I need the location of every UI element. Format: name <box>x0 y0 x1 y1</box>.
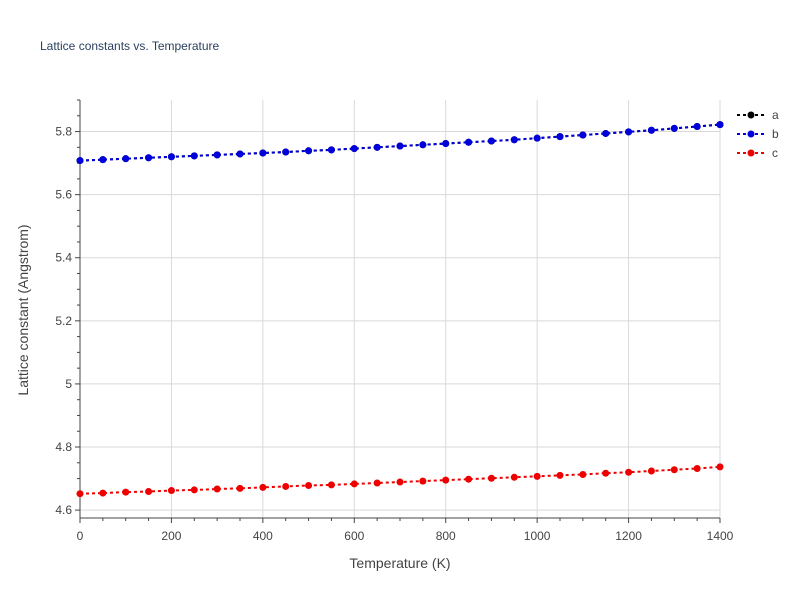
data-point-c <box>282 482 290 490</box>
data-point-b <box>533 134 541 142</box>
legend-marker <box>747 130 755 138</box>
legend-marker <box>747 149 755 157</box>
data-point-c <box>373 479 381 487</box>
data-point-b <box>579 131 587 139</box>
data-point-c <box>167 487 175 495</box>
y-axis-title: Lattice constant (Angstrom) <box>15 224 31 395</box>
data-point-c <box>716 463 724 471</box>
data-point-b <box>76 157 84 165</box>
data-point-c <box>602 469 610 477</box>
chart-title: Lattice constants vs. Temperature <box>40 39 220 53</box>
data-point-b <box>236 150 244 158</box>
data-point-c <box>556 471 564 479</box>
data-point-c <box>625 468 633 476</box>
x-tick-label: 1400 <box>707 529 734 543</box>
data-point-b <box>510 136 518 144</box>
data-point-b <box>625 128 633 136</box>
x-tick-label: 800 <box>436 529 456 543</box>
data-point-c <box>350 480 358 488</box>
y-tick-label: 5.4 <box>55 251 72 265</box>
data-point-b <box>647 126 655 134</box>
legend: abc <box>737 108 779 160</box>
data-point-b <box>693 122 701 130</box>
legend-item-b[interactable]: b <box>737 127 779 141</box>
data-point-c <box>533 472 541 480</box>
data-point-c <box>579 470 587 478</box>
data-point-b <box>442 140 450 148</box>
data-point-c <box>327 481 335 489</box>
data-point-c <box>419 477 427 485</box>
legend-item-a[interactable]: a <box>737 108 779 122</box>
data-point-b <box>419 141 427 149</box>
x-tick-label: 600 <box>344 529 364 543</box>
data-point-b <box>190 152 198 160</box>
data-point-c <box>122 488 130 496</box>
data-point-c <box>396 478 404 486</box>
data-point-c <box>465 475 473 483</box>
data-point-b <box>167 153 175 161</box>
y-tick-label: 4.8 <box>55 440 72 454</box>
data-point-b <box>670 124 678 132</box>
data-point-b <box>465 138 473 146</box>
data-point-c <box>647 467 655 475</box>
data-point-b <box>716 121 724 129</box>
x-tick-label: 200 <box>161 529 181 543</box>
grid-lines <box>80 100 721 518</box>
legend-label: c <box>772 146 778 160</box>
data-point-c <box>213 485 221 493</box>
data-point-b <box>213 151 221 159</box>
data-point-b <box>396 142 404 150</box>
data-point-b <box>282 148 290 156</box>
data-point-c <box>487 474 495 482</box>
data-point-b <box>99 156 107 164</box>
x-tick-label: 400 <box>253 529 273 543</box>
data-point-c <box>510 473 518 481</box>
data-point-c <box>693 464 701 472</box>
data-point-b <box>305 147 313 155</box>
data-point-c <box>76 490 84 498</box>
data-point-b <box>373 143 381 151</box>
y-tick-label: 5 <box>65 377 72 391</box>
x-tick-label: 0 <box>77 529 84 543</box>
data-point-b <box>350 145 358 153</box>
y-tick-label: 5.8 <box>55 125 72 139</box>
data-point-c <box>99 489 107 497</box>
y-tick-label: 5.6 <box>55 188 72 202</box>
legend-marker <box>747 111 755 119</box>
legend-label: b <box>772 127 779 141</box>
legend-label: a <box>772 108 779 122</box>
data-point-b <box>122 155 130 163</box>
x-tick-label: 1200 <box>615 529 642 543</box>
data-point-c <box>259 483 267 491</box>
data-point-c <box>442 476 450 484</box>
data-point-b <box>602 129 610 137</box>
y-tick-label: 4.6 <box>55 503 72 517</box>
series-layer <box>76 121 724 498</box>
x-axis-title: Temperature (K) <box>349 555 450 571</box>
data-point-c <box>670 466 678 474</box>
y-tick-label: 5.2 <box>55 314 72 328</box>
legend-item-c[interactable]: c <box>737 146 778 160</box>
data-point-b <box>259 149 267 157</box>
data-point-c <box>305 482 313 490</box>
data-point-c <box>236 484 244 492</box>
data-point-b <box>556 133 564 141</box>
data-point-b <box>145 154 153 162</box>
axes: 0 200 400 600 800 1000 1200 1400 4.6 4.8 5 5.2 5.4 5.… <box>55 99 734 543</box>
data-point-b <box>327 146 335 154</box>
data-point-c <box>190 486 198 494</box>
data-point-b <box>487 137 495 145</box>
x-tick-label: 1000 <box>524 529 551 543</box>
data-point-c <box>145 488 153 496</box>
